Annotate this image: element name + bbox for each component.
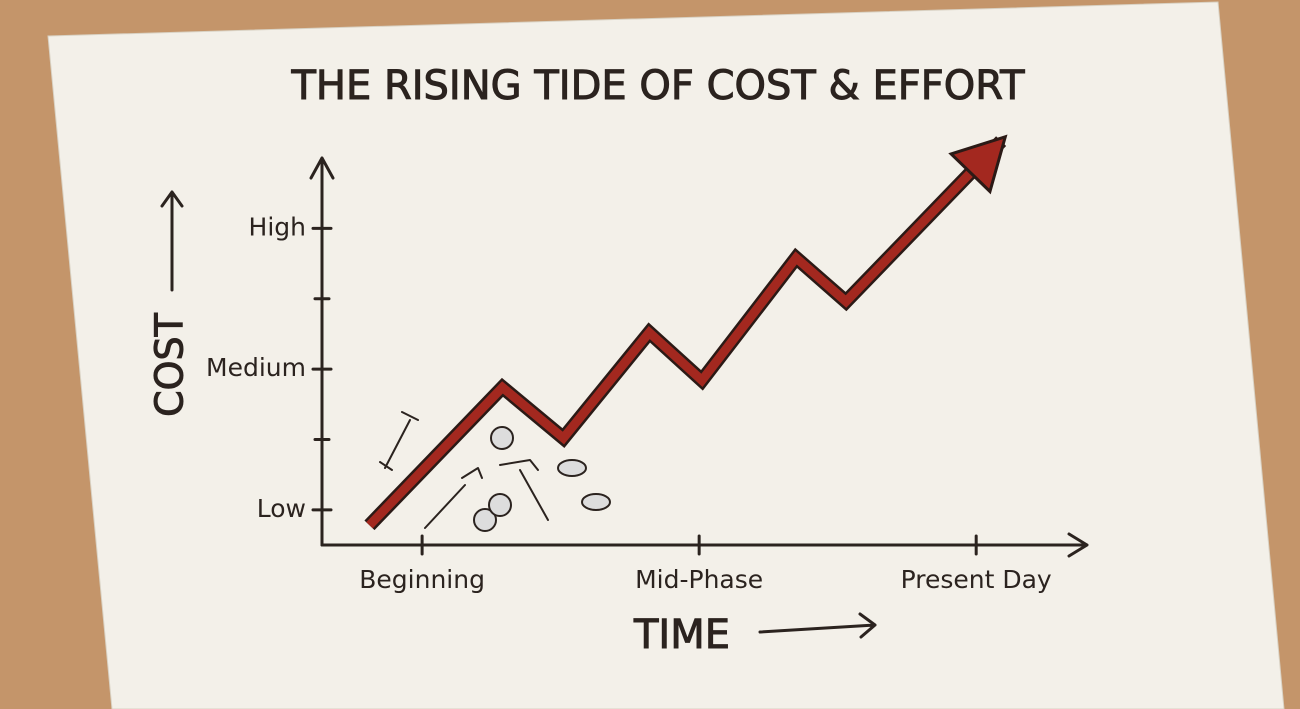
x-axis bbox=[320, 532, 1089, 558]
coin bbox=[473, 508, 497, 532]
arrowhead bbox=[948, 134, 1008, 195]
wrench bbox=[379, 411, 419, 471]
x-label-arrow bbox=[758, 612, 877, 639]
coin bbox=[581, 493, 611, 511]
y-axis bbox=[309, 156, 335, 547]
chart-title: THE RISING TIDE OF COST & EFFORT bbox=[290, 63, 1025, 109]
y-label-arrow bbox=[160, 190, 184, 292]
x-tick-label: Mid-Phase bbox=[635, 565, 763, 594]
line bbox=[366, 137, 1005, 529]
coin bbox=[488, 493, 512, 517]
screwdriver bbox=[424, 467, 483, 529]
hammer bbox=[499, 459, 549, 521]
x-tick-label: Beginning bbox=[359, 565, 485, 594]
x-tick-label: Present Day bbox=[901, 565, 1052, 594]
coin bbox=[557, 459, 587, 477]
x-axis-label: TIME bbox=[633, 612, 730, 658]
y-tick-label: High bbox=[249, 212, 306, 241]
y-axis-label: COST bbox=[148, 312, 192, 417]
y-tick-label: Low bbox=[257, 494, 306, 523]
coin bbox=[490, 426, 514, 450]
y-tick-label: Medium bbox=[206, 353, 306, 382]
tools-doodle bbox=[379, 411, 611, 532]
